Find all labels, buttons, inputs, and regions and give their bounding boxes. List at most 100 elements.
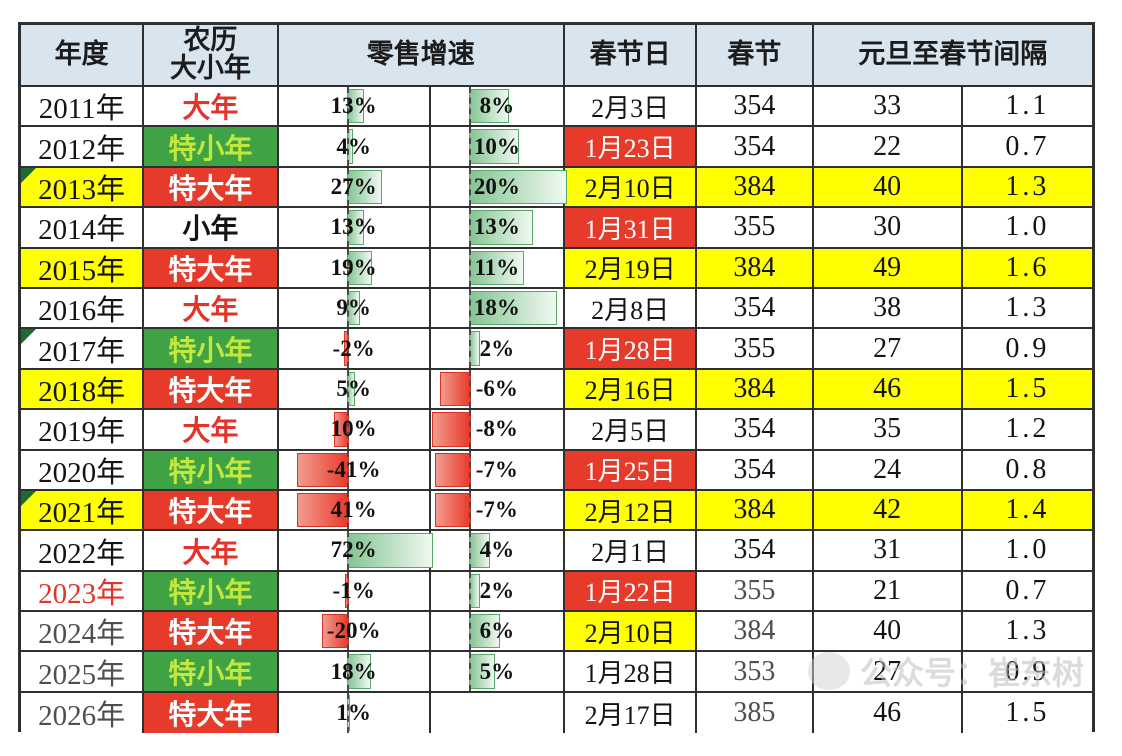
gap-days-value: 46 (873, 697, 902, 729)
header-spring-label: 春节 (727, 38, 782, 70)
header-lunar-line2: 大小年 (169, 53, 251, 84)
data-bar (468, 290, 558, 326)
gap-days-value: 40 (873, 170, 902, 202)
gap-ratio-cell: 1.5 (962, 692, 1092, 734)
year-label: 2018年 (38, 375, 126, 408)
lunar-cell: 大年 (144, 410, 279, 449)
growth1-cell: 4% (278, 127, 431, 166)
lunar-label: 特小年 (168, 333, 253, 367)
spring-days-cell: 354 (697, 87, 814, 126)
lunar-label: 特小年 (168, 131, 253, 165)
year-cell: 2026年 (21, 692, 145, 734)
festival-date-cell: 2月10日 (564, 612, 698, 651)
table-row: 2024年 特大年 -20% 6% 2月10日 384 40 1.3 (21, 612, 1092, 653)
axis-line (468, 652, 471, 691)
gap-ratio-value: 0.7 (1005, 130, 1050, 162)
gap-ratio-value: 1.3 (1005, 615, 1050, 647)
axis-line (346, 248, 349, 287)
gap-days-value: 49 (873, 251, 902, 283)
festival-date-cell: 2月19日 (564, 248, 698, 287)
growth2-cell: 4% (430, 531, 565, 570)
data-bar (346, 533, 433, 568)
gap-ratio-value: 0.8 (1005, 453, 1050, 485)
year-cell: 2011年 (21, 87, 145, 126)
gap-days-cell: 49 (813, 248, 963, 287)
year-label: 2024年 (38, 618, 126, 651)
growth1-cell: 9% (278, 288, 431, 328)
lunar-cell: 小年 (144, 208, 279, 247)
wechat-logo-icon (808, 652, 850, 690)
year-cell: 2024年 (21, 612, 145, 651)
data-bar (435, 492, 471, 528)
festival-date-cell: 2月17日 (564, 692, 698, 734)
year-label: 2019年 (38, 416, 126, 449)
growth1-cell: 13% (278, 87, 431, 126)
table-row: 2017年 特小年 -2% 2% 1月28日 355 27 0.9 (21, 329, 1092, 370)
spring-days-value: 355 (733, 332, 776, 364)
growth-value: 8% (479, 93, 515, 119)
growth-value: 2% (479, 335, 515, 361)
gap-ratio-cell: 1.4 (962, 490, 1092, 530)
festival-date-cell: 1月25日 (564, 450, 698, 489)
growth1-cell: 10% (278, 410, 431, 449)
gap-days-cell: 22 (813, 127, 963, 166)
growth2-cell: 18% (430, 288, 565, 328)
header-lunar: 农历 大小年 (144, 25, 279, 85)
gap-days-cell: 46 (813, 692, 963, 734)
growth2-cell: 6% (430, 612, 565, 651)
growth-value: 27% (330, 173, 377, 199)
growth2-cell: -7% (430, 490, 565, 530)
gap-ratio-cell: 1.3 (962, 288, 1092, 328)
festival-date-cell: 2月8日 (564, 288, 698, 328)
gap-days-cell: 21 (813, 571, 963, 611)
year-cell: 2021年 (21, 490, 145, 530)
lunar-cell: 特大年 (144, 692, 279, 734)
header-retail-growth-label: 零售增速 (366, 38, 475, 70)
festival-date-cell: 2月12日 (564, 490, 698, 530)
gap-days-value: 40 (873, 615, 902, 647)
year-cell: 2022年 (21, 531, 145, 570)
year-cell: 2018年 (21, 369, 145, 409)
gap-days-cell: 27 (813, 329, 963, 368)
spring-days-value: 354 (733, 292, 776, 324)
lunar-label: 大年 (182, 535, 239, 569)
table-row: 2013年 特大年 27% 20% 2月10日 384 40 1.3 (21, 167, 1092, 209)
year-label: 2015年 (38, 254, 126, 287)
growth1-cell: 1% (278, 692, 431, 734)
growth2-cell: 2% (430, 571, 565, 611)
year-label: 2017年 (38, 335, 126, 368)
spring-days-value: 384 (733, 251, 776, 283)
growth2-cell: 11% (430, 248, 565, 287)
gap-days-cell: 33 (813, 87, 963, 126)
axis-line (468, 208, 471, 247)
growth-value: 13% (330, 93, 377, 119)
spring-days-value: 385 (733, 697, 776, 729)
year-label: 2014年 (38, 214, 126, 247)
data-bar (435, 452, 471, 487)
gap-days-value: 46 (873, 372, 902, 404)
lunar-label: 大年 (182, 414, 239, 448)
spring-days-value: 384 (733, 494, 776, 526)
growth-value: 5% (336, 375, 371, 401)
gap-days-cell: 31 (813, 531, 963, 570)
spring-days-value: 384 (733, 372, 776, 404)
gap-days-cell: 30 (813, 208, 963, 247)
gap-days-value: 42 (873, 494, 902, 526)
growth-value: 10% (473, 133, 520, 159)
table-row: 2019年 大年 10% -8% 2月5日 354 35 1.2 (21, 410, 1092, 451)
spring-days-cell: 354 (697, 127, 814, 166)
year-cell: 2014年 (21, 208, 145, 247)
gap-days-value: 27 (873, 332, 902, 364)
axis-line (468, 450, 471, 489)
lunar-label: 特大年 (168, 495, 253, 529)
festival-date-label: 1月23日 (584, 134, 676, 164)
festival-date-label: 1月28日 (584, 659, 676, 689)
axis-line (468, 490, 471, 530)
table-row: 2012年 特小年 4% 10% 1月23日 354 22 0.7 (21, 127, 1092, 168)
year-label: 2016年 (38, 295, 126, 328)
growth-value: 13% (473, 214, 520, 240)
festival-date-label: 2月19日 (584, 255, 676, 285)
growth2-cell: -7% (430, 450, 565, 489)
growth2-cell: 2% (430, 329, 565, 368)
